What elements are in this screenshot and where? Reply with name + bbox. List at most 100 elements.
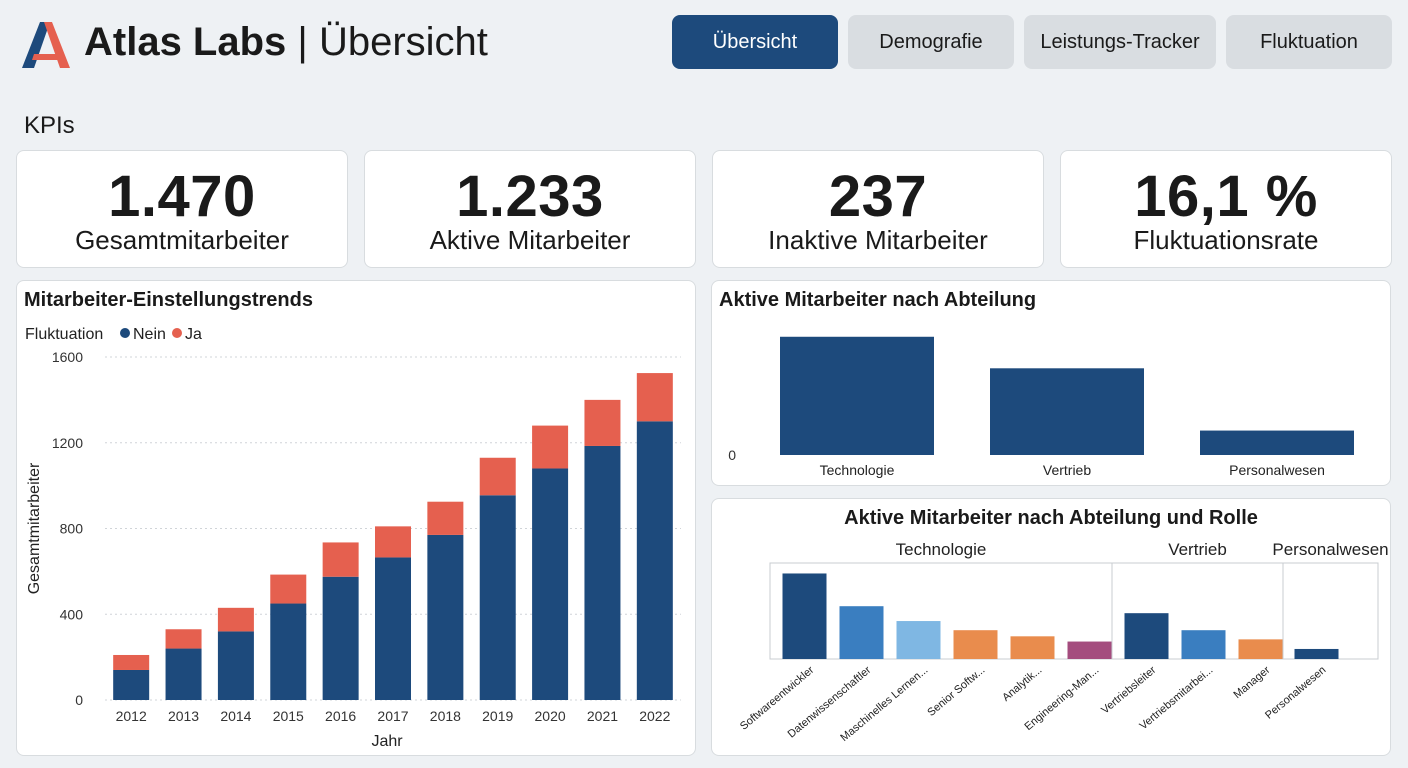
bar (839, 606, 884, 659)
panel-title: Aktive Mitarbeiter nach Abteilung (719, 289, 1037, 311)
panel-title: Aktive Mitarbeiter nach Abteilung und Ro… (844, 507, 1258, 529)
bar (782, 573, 827, 659)
tab-uebersicht[interactable]: Übersicht (672, 15, 838, 69)
y-axis-label: Gesamtmitarbeiter (26, 462, 43, 594)
x-tick-label: 2013 (168, 708, 199, 724)
bar (1181, 630, 1226, 659)
department-panel: Aktive Mitarbeiter nach Abteilung 0 Techn… (711, 280, 1391, 486)
kpi-card-attrition-rate: 16,1 % Fluktuationsrate (1060, 150, 1392, 268)
bar-segment (165, 629, 202, 649)
bar-segment (375, 557, 411, 700)
x-tick-label: Vertriebsleiter (1099, 664, 1158, 717)
x-tick-label: 2020 (535, 708, 566, 724)
role-panel: Aktive Mitarbeiter nach Abteilung und Ro… (711, 498, 1391, 756)
hiring-trends-panel: Mitarbeiter-Einstellungstrends Fluktuati… (16, 280, 696, 756)
legend-label: Ja (185, 326, 202, 343)
bar-segment (270, 603, 307, 700)
panel-title: Mitarbeiter-Einstellungstrends (24, 289, 313, 311)
bar-segment (217, 607, 254, 632)
role-chart: TechnologieSoftwareentwicklerDatenwissen… (738, 540, 1389, 744)
x-tick-label: 2018 (430, 708, 461, 724)
y-tick-label: 400 (60, 606, 84, 622)
bar-segment (113, 669, 150, 700)
bar (896, 621, 941, 659)
bar (780, 336, 934, 455)
bar (1010, 636, 1055, 659)
kpi-value: 1.233 (456, 164, 604, 229)
x-tick-label: Technologie (820, 462, 895, 478)
x-tick-label: Manager (1231, 664, 1272, 701)
tab-fluktuation[interactable]: Fluktuation (1226, 15, 1392, 69)
x-tick-label: 2014 (220, 708, 251, 724)
group-label: Vertrieb (1168, 540, 1227, 559)
group-frame (1282, 562, 1379, 660)
kpi-label: Aktive Mitarbeiter (429, 225, 631, 255)
bar-segment (427, 534, 464, 700)
x-tick-label: 2022 (639, 708, 670, 724)
bar (990, 368, 1144, 455)
bar-segment (322, 542, 359, 577)
kpi-value: 1.470 (108, 164, 256, 229)
group-label: Personalwesen (1272, 540, 1388, 559)
tab-bar: Übersicht Demografie Leistungs-Tracker F… (672, 15, 1392, 69)
bar-segment (217, 631, 254, 700)
bar-segment (479, 457, 516, 496)
x-tick-label: 2017 (377, 708, 408, 724)
bar-segment (113, 654, 150, 670)
y-tick-label: 0 (75, 692, 83, 708)
bar (1124, 613, 1169, 659)
x-tick-label: Personalwesen (1263, 664, 1328, 722)
bar (1200, 430, 1354, 455)
x-tick-label: Senior Softw... (925, 664, 987, 719)
legend-title: Fluktuation (25, 326, 103, 343)
group-label: Technologie (896, 540, 987, 559)
tab-demografie[interactable]: Demografie (848, 15, 1014, 69)
bar-segment (165, 648, 202, 700)
bar (1294, 648, 1339, 659)
x-tick-label: Analytik... (1000, 664, 1044, 704)
x-tick-label: 2021 (587, 708, 618, 724)
legend-marker (120, 328, 130, 338)
bar-segment (270, 574, 307, 604)
kpi-label: Gesamtmitarbeiter (75, 225, 289, 255)
app-title: Atlas Labs | Übersicht (84, 20, 488, 65)
x-tick-label: 2015 (273, 708, 304, 724)
bar-segment (532, 468, 569, 700)
bar-segment (532, 425, 569, 469)
x-tick-label: 2019 (482, 708, 513, 724)
y-tick-label: 800 (60, 521, 84, 537)
x-tick-label: Vertrieb (1043, 462, 1091, 478)
x-tick-label: Personalwesen (1229, 462, 1325, 478)
kpi-label: Fluktuationsrate (1133, 225, 1319, 255)
brand-name: Atlas Labs (84, 20, 287, 64)
y-tick-label: 1200 (52, 435, 83, 451)
legend-marker (172, 328, 182, 338)
kpi-label: Inaktive Mitarbeiter (768, 225, 988, 255)
hiring-trends-chart: Fluktuation Nein Ja 0 400 800 1200 1600 Jahr Gesa… (25, 326, 681, 750)
title-separator: | (297, 20, 308, 64)
bar-segment (479, 495, 516, 700)
bar (953, 630, 998, 659)
department-chart: 0 Technologie Vertrieb Personalwesen (728, 336, 1354, 478)
bar-segment (584, 399, 621, 446)
x-tick-label: 2012 (116, 708, 147, 724)
bar-segment (427, 501, 464, 535)
kpi-heading: KPIs (24, 112, 75, 139)
kpi-card-inactive-employees: 237 Inaktive Mitarbeiter (712, 150, 1044, 268)
header: Atlas Labs | Übersicht Übersicht Demogra… (20, 14, 1392, 72)
kpi-value: 16,1 % (1134, 164, 1318, 229)
bar-segment (636, 421, 673, 700)
bar-segment (584, 445, 621, 700)
bar-segment (322, 576, 359, 700)
kpi-card-total-employees: 1.470 Gesamtmitarbeiter (16, 150, 348, 268)
bar-segment (636, 373, 673, 422)
tab-leistungs-tracker[interactable]: Leistungs-Tracker (1024, 15, 1216, 69)
legend-label: Nein (133, 326, 166, 343)
kpi-value: 237 (828, 164, 928, 229)
y-tick-label: 0 (728, 447, 736, 463)
bar (1067, 641, 1112, 659)
x-axis-label: Jahr (371, 733, 403, 750)
atlas-logo-icon (22, 22, 70, 68)
kpi-card-active-employees: 1.233 Aktive Mitarbeiter (364, 150, 696, 268)
page-title: Übersicht (318, 20, 488, 64)
